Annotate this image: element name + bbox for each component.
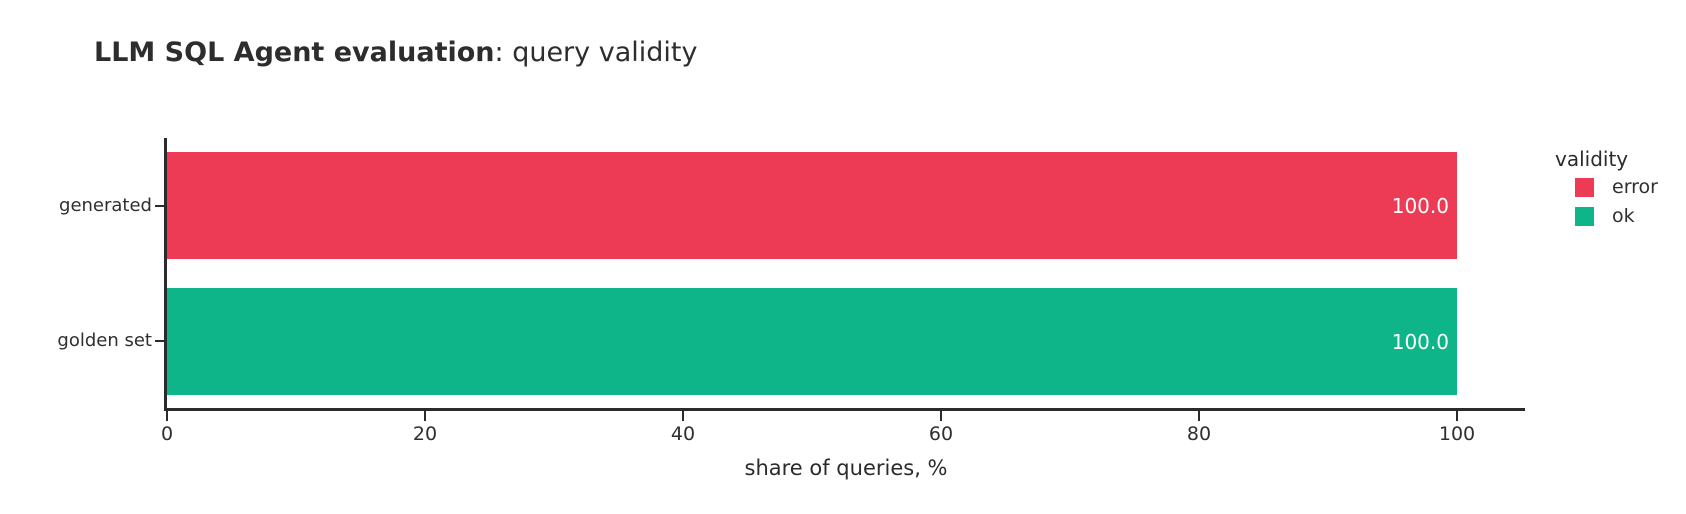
y-tick-mark xyxy=(155,205,165,207)
x-tick-label: 60 xyxy=(928,423,954,445)
legend-label: ok xyxy=(1612,205,1635,227)
x-tick-mark xyxy=(1198,411,1200,421)
x-axis-title: share of queries, % xyxy=(744,456,948,480)
chart-title-bold: LLM SQL Agent evaluation xyxy=(94,37,495,68)
legend-swatch-error xyxy=(1575,177,1594,197)
y-axis-label-golden-set: golden set xyxy=(57,330,152,351)
y-axis-line xyxy=(164,138,167,411)
y-axis-label-generated: generated xyxy=(59,195,152,216)
x-tick-mark xyxy=(166,411,168,421)
x-tick-label: 80 xyxy=(1186,423,1212,445)
legend-entry-ok[interactable]: ok xyxy=(1575,205,1635,227)
legend-label: error xyxy=(1612,176,1658,198)
x-tick-mark xyxy=(682,411,684,421)
chart-title-rest: : query validity xyxy=(494,37,698,68)
x-tick-label: 20 xyxy=(412,423,438,445)
x-tick-mark xyxy=(1456,411,1458,421)
bar-value-label: 100.0 xyxy=(1391,329,1449,354)
chart-title: LLM SQL Agent evaluation: query validity xyxy=(94,37,697,68)
x-tick-label: 100 xyxy=(1438,423,1476,445)
bar-value-label: 100.0 xyxy=(1391,193,1449,218)
y-tick-mark xyxy=(155,340,165,342)
bar-generated-error[interactable]: 100.0 xyxy=(167,152,1457,259)
x-tick-mark xyxy=(940,411,942,421)
x-axis-line xyxy=(164,408,1525,411)
legend-entry-error[interactable]: error xyxy=(1575,176,1658,198)
legend-swatch-ok xyxy=(1575,206,1594,226)
x-tick-mark xyxy=(424,411,426,421)
bar-golden-set-ok[interactable]: 100.0 xyxy=(167,288,1457,395)
x-tick-label: 0 xyxy=(160,423,174,445)
x-tick-label: 40 xyxy=(670,423,696,445)
legend-title: validity xyxy=(1555,147,1629,171)
